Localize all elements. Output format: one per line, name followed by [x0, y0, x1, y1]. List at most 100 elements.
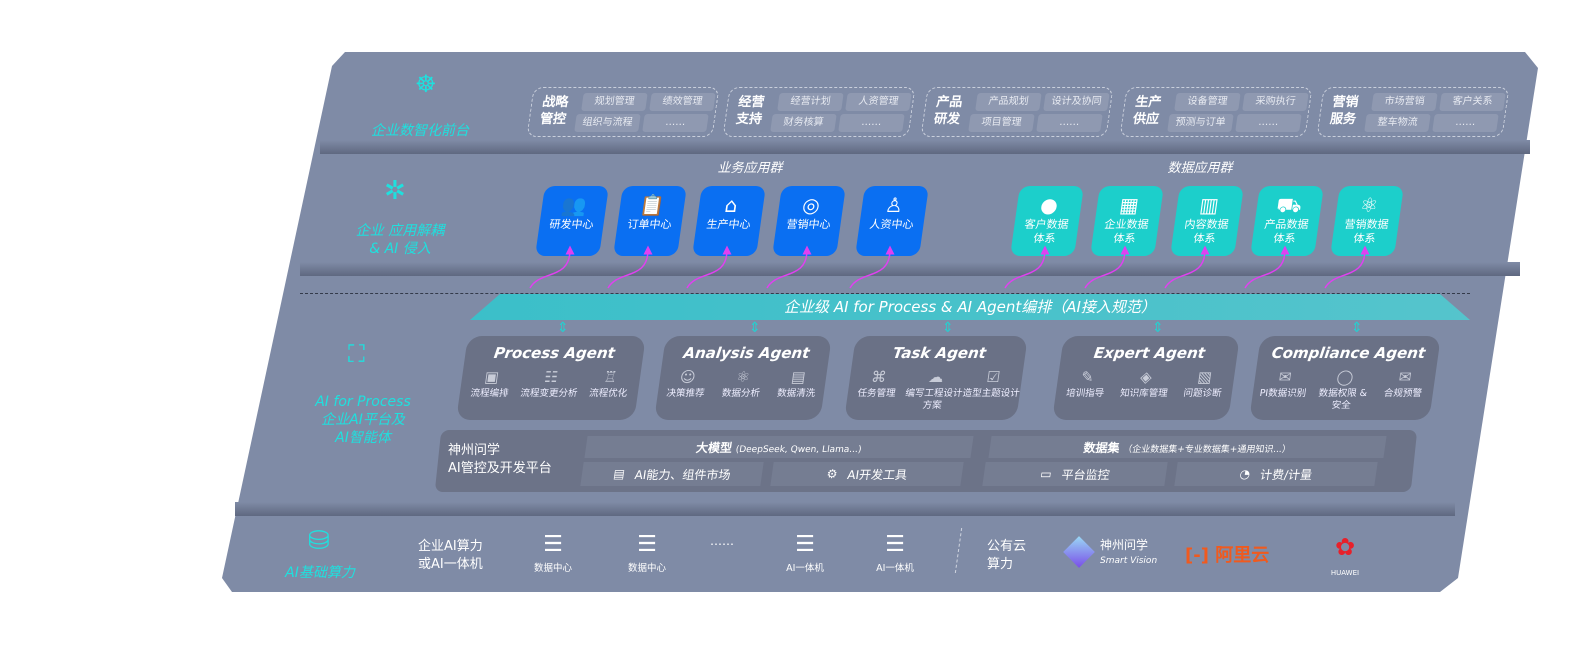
data-title: 数据应用群: [1167, 161, 1233, 176]
dataset-bar: 数据集 （企业数据集+专业数据集+通用知识...）: [988, 436, 1387, 458]
platform-name-1: 神州问学: [448, 443, 501, 458]
agent-item-label: 合规预警: [1383, 388, 1423, 399]
compute-label: AI基础算力: [285, 565, 355, 581]
molecule-icon: ✲: [384, 176, 406, 206]
server-label: AI一体机: [786, 563, 824, 574]
agent-item-label: 问题诊断: [1182, 388, 1223, 399]
server-icon: ☰: [885, 532, 905, 557]
band-divider: [300, 262, 1520, 276]
agent-item-label: 知识库管理: [1119, 388, 1169, 399]
connector-arrow: [686, 245, 732, 289]
agent-item-label: PI数据识别: [1258, 388, 1307, 399]
ai-label-3: AI智能体: [335, 430, 391, 446]
agent-item-icon: ✉: [1397, 368, 1413, 386]
down-arrow-icon: ⇕: [557, 320, 569, 336]
connector-arrow: [529, 245, 575, 289]
tool-label: 平台监控: [1060, 467, 1111, 482]
agent-card[interactable]: Expert Agent ✎ 培训指导 ◈ 知识库管理 ▧ 问题诊断: [1052, 336, 1240, 420]
agent-item-icon: ☺: [678, 368, 697, 386]
agent-item-icon: ✉: [1277, 368, 1293, 386]
band-divider: [235, 502, 1455, 516]
tool-dev[interactable]: ⚙ AI开发工具: [770, 462, 964, 486]
tool-market[interactable]: ▤ AI能力、组件市场: [580, 462, 764, 486]
agent-item-label: 数据清洗: [776, 388, 816, 399]
front-label: 企业数智化前台: [371, 123, 469, 139]
monitor-icon: ▭: [1039, 467, 1053, 481]
agent-title: Process Agent: [492, 344, 617, 362]
face-scan-icon: ⛶: [348, 340, 365, 368]
connector-arrow: [849, 245, 895, 289]
agent-item-label: 造型主题设计: [961, 388, 1021, 399]
agent-card[interactable]: Compliance Agent ✉ PI数据识别 ◯ 数据权限 & 安全 ✉ 合规预警: [1249, 336, 1441, 420]
model-note: (DeepSeek, Qwen, Llama...): [734, 444, 863, 455]
server-label: 数据中心: [533, 563, 572, 574]
tool-label: AI能力、组件市场: [633, 467, 732, 482]
down-arrow-icon: ⇕: [1351, 320, 1363, 336]
connector-arrow: [766, 245, 812, 289]
apps-label-1: 企业 应用解耦: [355, 223, 445, 239]
agent-item-icon: ▣: [483, 368, 501, 386]
public-cloud-2: 算力: [987, 557, 1014, 572]
tool-billing[interactable]: ◔ 计费/计量: [1174, 462, 1378, 486]
dataset-label: 数据集: [1082, 440, 1121, 455]
enterprise-compute-1: 企业AI算力: [418, 539, 483, 554]
connector-arrow: [1164, 245, 1210, 289]
agent-title: Task Agent: [891, 344, 988, 362]
connector-arrow: [1004, 245, 1050, 289]
agent-item-icon: ☑: [985, 368, 1002, 386]
orchestration-banner: 企业级 AI for Process & AI Agent编排（AI接入规范）: [470, 294, 1470, 320]
vendor-shenzhou: 神州问学: [1100, 538, 1149, 552]
dataset-note: （企业数据集+专业数据集+通用知识...）: [1122, 444, 1292, 455]
tool-monitor[interactable]: ▭ 平台监控: [982, 462, 1168, 486]
agent-item-icon: ⚛: [735, 368, 752, 386]
brain-icon: ☸: [415, 70, 437, 98]
apps-label-2: & AI 侵入: [369, 241, 431, 257]
down-arrow-icon: ⇕: [1152, 320, 1164, 336]
agent-item-icon: ☷: [543, 368, 560, 386]
database-icon: ⛁: [308, 526, 330, 556]
agent-title: Expert Agent: [1092, 344, 1207, 362]
agent-item-icon: ◯: [1335, 368, 1355, 386]
agent-card[interactable]: Process Agent ▣ 流程编排 ☷ 流程变更分析 ♖ 流程优化: [456, 336, 646, 420]
server-icon: ☰: [637, 532, 657, 557]
agent-item-label: 流程变更分析: [519, 388, 579, 399]
agent-title: Analysis Agent: [682, 344, 811, 362]
public-cloud-1: 公有云: [987, 539, 1027, 554]
connector-arrow: [1084, 245, 1130, 289]
agent-item-icon: ▤: [790, 368, 807, 386]
dev-tool-icon: ⚙: [825, 467, 839, 481]
vendor-shenzhou-en: Smart Vision: [1100, 556, 1158, 566]
agent-card[interactable]: Analysis Agent ☺ 决策推荐 ⚛ 数据分析 ▤ 数据清洗: [654, 336, 832, 420]
vendor-huawei: HUAWEI: [1330, 569, 1360, 577]
agent-item-label: 数据权限 & 安全: [1317, 388, 1368, 411]
down-arrow-icon: ⇕: [749, 320, 761, 336]
agent-item-label: 编写工程设计方案: [904, 388, 964, 411]
server-label: 数据中心: [627, 563, 666, 574]
market-icon: ▤: [612, 467, 626, 481]
ai-label-2: 企业AI平台及: [321, 412, 405, 428]
connector-arrow: [1324, 245, 1370, 289]
agent-item-icon: ♖: [602, 368, 619, 386]
agent-item-label: 培训指导: [1065, 388, 1105, 399]
connector-arrow: [1244, 245, 1290, 289]
server-label: AI一体机: [876, 563, 914, 574]
platform-name-2: AI管控及开发平台: [448, 461, 552, 476]
aliyun-logo: [-] 阿里云: [1185, 545, 1270, 566]
agent-item-icon: ▧: [1196, 368, 1214, 386]
huawei-flower-icon: ✿: [1334, 533, 1356, 561]
agent-card[interactable]: Task Agent ⌘ 任务管理 ☁ 编写工程设计方案 ☑ 造型主题设计: [844, 336, 1028, 420]
model-bar: 大模型 (DeepSeek, Qwen, Llama...): [584, 436, 974, 458]
connector-arrow: [607, 245, 653, 289]
agent-item-icon: ◈: [1139, 368, 1154, 386]
agent-item-label: 任务管理: [856, 388, 897, 399]
tool-label: 计费/计量: [1259, 467, 1314, 482]
agent-item-label: 流程编排: [469, 388, 510, 399]
ellipsis: ……: [710, 534, 734, 548]
band-divider: [320, 140, 1530, 154]
agent-item-icon: ✎: [1079, 368, 1096, 386]
down-arrow-icon: ⇕: [942, 320, 954, 336]
huawei-logo: ✿ HUAWEI: [1325, 534, 1365, 579]
model-label: 大模型: [695, 440, 734, 455]
ai-label-1: AI for Process: [315, 394, 411, 410]
